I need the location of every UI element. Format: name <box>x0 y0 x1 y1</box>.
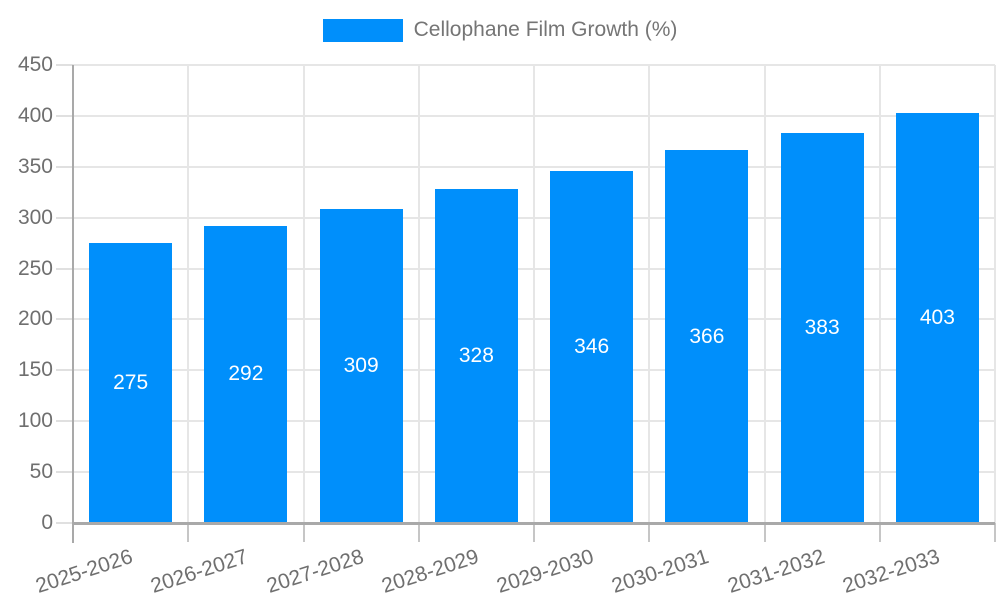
y-axis-tick-label: 200 <box>17 307 53 331</box>
y-axis-tick-label: 100 <box>17 409 53 433</box>
x-axis-tick <box>648 523 651 542</box>
gridline-vertical <box>417 65 420 523</box>
bar-value-label: 403 <box>919 305 955 329</box>
bar-value-label: 292 <box>228 362 264 386</box>
y-axis-tick <box>56 471 73 474</box>
x-axis-category-label: 2030-2031 <box>609 545 712 598</box>
y-axis-tick <box>56 267 73 270</box>
x-axis-category-label: 2028-2029 <box>378 545 482 598</box>
legend-label: Cellophane Film Growth (%) <box>413 18 678 41</box>
x-axis-tick <box>533 523 535 542</box>
y-axis-tick-label: 450 <box>17 53 53 76</box>
y-axis-line <box>72 65 74 543</box>
y-axis-tick <box>56 64 73 66</box>
bar[interactable] <box>550 170 634 525</box>
y-axis-tick <box>56 369 73 372</box>
gridline-vertical <box>533 65 535 523</box>
bar[interactable] <box>780 133 864 525</box>
bar-value-label: 328 <box>458 344 494 368</box>
x-axis-category-label: 2032-2033 <box>839 545 943 598</box>
gridline-vertical <box>187 65 190 523</box>
x-axis-tick <box>878 523 881 542</box>
y-axis-tick <box>56 114 73 117</box>
gridline-vertical <box>763 65 766 523</box>
y-axis-tick <box>56 420 73 423</box>
x-axis-category-label: 2029-2030 <box>494 545 597 598</box>
y-axis-tick-label: 300 <box>17 205 53 229</box>
x-axis-category-label: 2031-2032 <box>724 545 828 598</box>
bar-value-label: 383 <box>804 316 840 340</box>
bar[interactable] <box>434 189 518 525</box>
legend[interactable]: Cellophane Film Growth (%) <box>0 18 1000 42</box>
y-axis-tick-label: 400 <box>17 103 53 127</box>
bar[interactable] <box>204 225 288 525</box>
bar-value-label: 346 <box>574 334 610 358</box>
bar-value-label: 366 <box>689 324 725 348</box>
gridline-vertical <box>302 65 305 523</box>
gridline-vertical <box>878 65 881 523</box>
y-axis-tick <box>56 522 73 524</box>
bar-value-label: 275 <box>113 371 149 395</box>
bar[interactable] <box>665 150 749 525</box>
y-axis-tick-label: 350 <box>17 154 53 178</box>
x-axis-tick <box>302 523 305 542</box>
legend-swatch-icon <box>322 18 403 42</box>
gridline-vertical <box>994 65 996 523</box>
y-axis-tick-label: 250 <box>17 256 53 280</box>
x-axis-category-label: 2025-2026 <box>33 545 136 598</box>
bar[interactable] <box>89 243 173 525</box>
gridline-vertical <box>648 65 651 523</box>
x-axis-category-label: 2027-2028 <box>263 545 367 598</box>
bar[interactable] <box>319 208 403 525</box>
y-axis-tick <box>56 216 73 219</box>
y-axis-tick-label: 50 <box>29 460 53 484</box>
y-axis-tick <box>56 318 73 321</box>
x-axis-tick <box>417 523 420 542</box>
y-axis-tick <box>56 165 73 168</box>
bar-value-label: 309 <box>343 353 379 377</box>
x-axis-category-label: 2026-2027 <box>148 545 251 598</box>
x-axis-line <box>73 522 995 525</box>
y-axis-tick-label: 150 <box>17 358 53 382</box>
x-axis-tick <box>763 523 766 542</box>
x-axis-tick <box>187 523 190 542</box>
bar[interactable] <box>895 112 979 525</box>
x-axis-tick <box>994 523 996 542</box>
y-axis-tick-label: 0 <box>41 511 53 534</box>
